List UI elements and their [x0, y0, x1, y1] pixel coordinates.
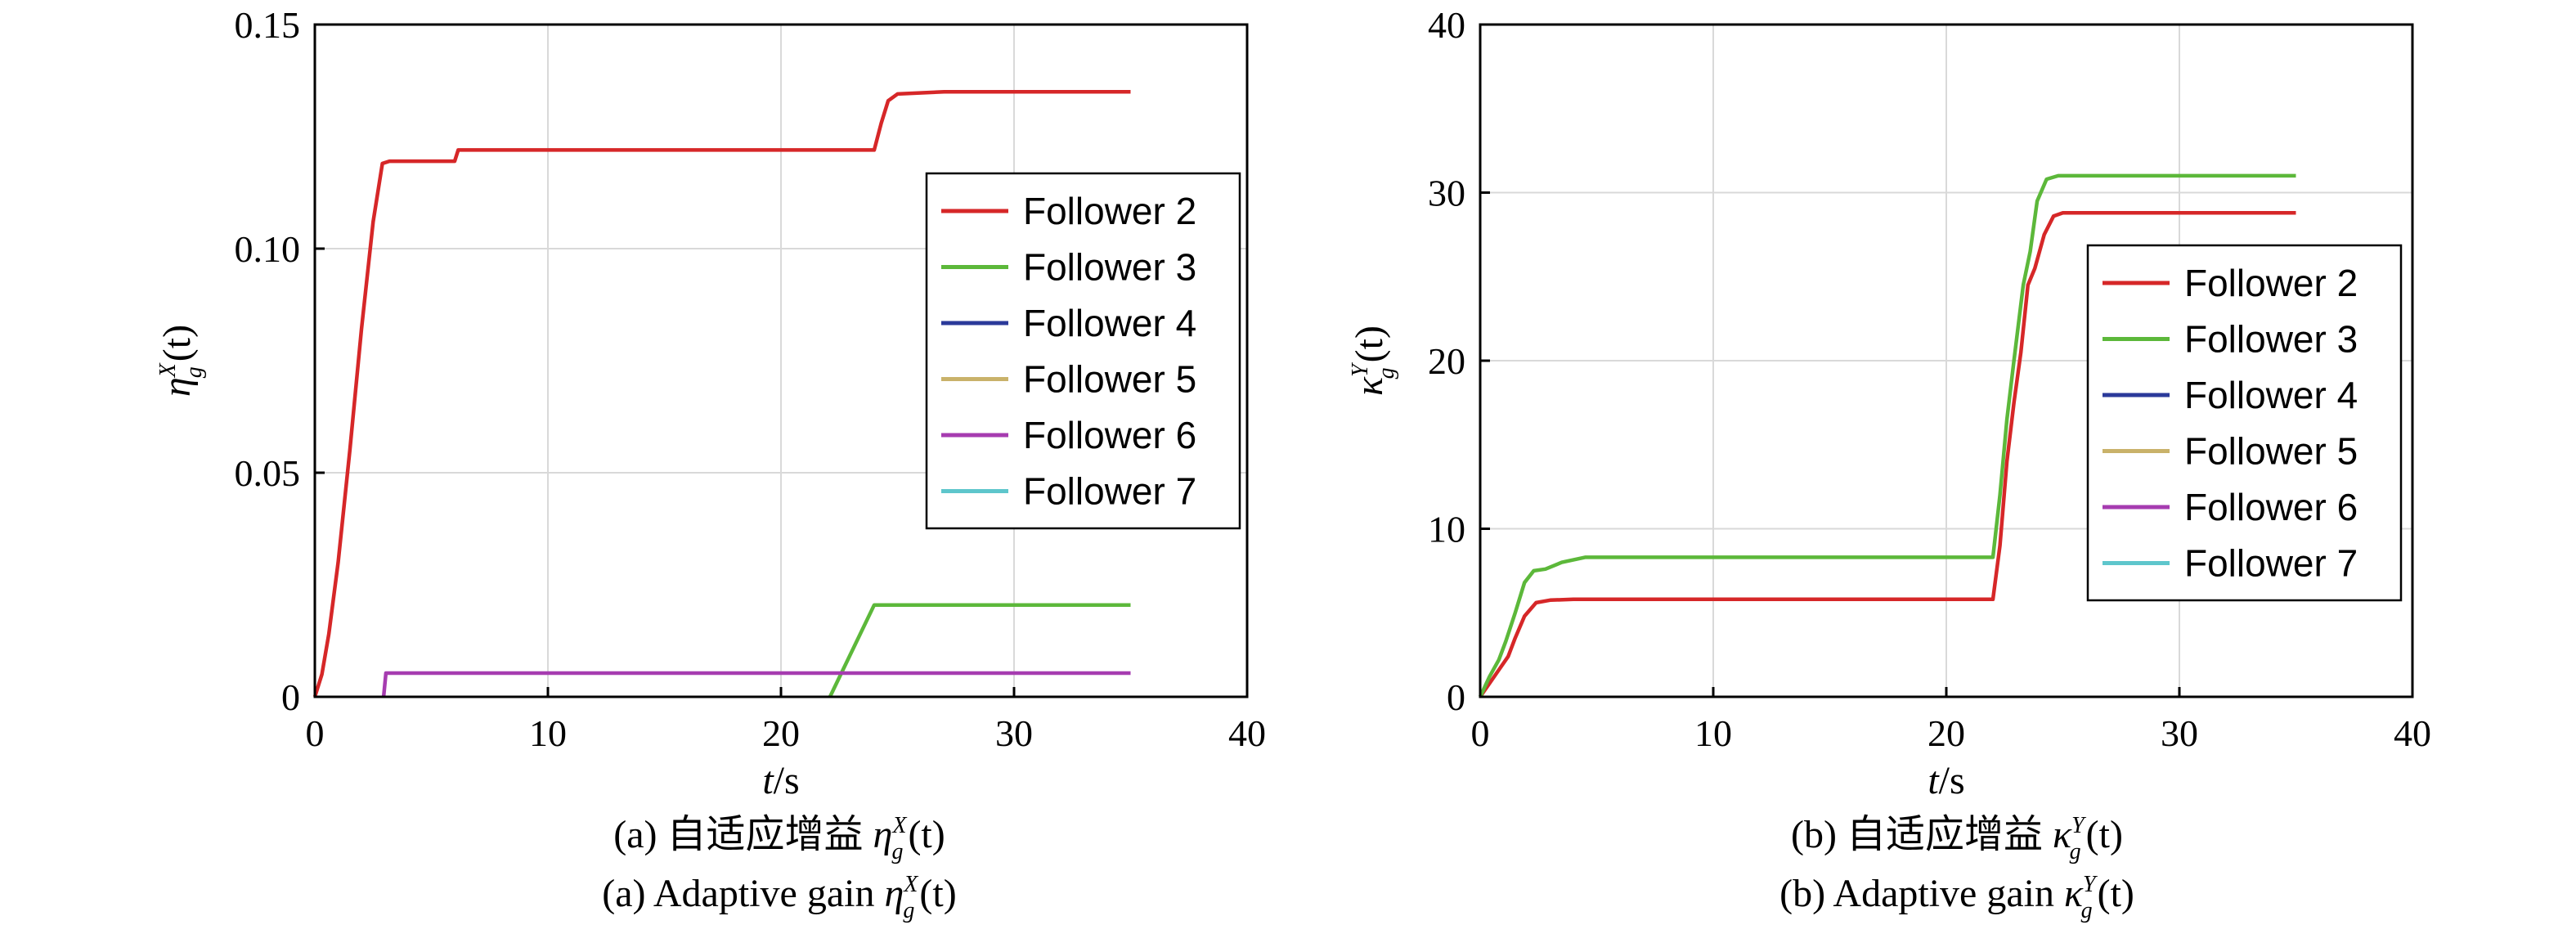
legend-label: Follower 3: [1023, 246, 1196, 289]
legend-label: Follower 2: [1023, 190, 1196, 232]
x-tick-label: 0: [306, 712, 325, 754]
x-tick-label: 20: [1928, 712, 1965, 754]
legend-label: Follower 7: [1023, 470, 1196, 513]
legend: Follower 2 Follower 3 Follower 4 Follower 5…: [925, 172, 1241, 530]
y-tick-label: 10: [1428, 509, 1465, 550]
caption-cn: (b) 自适应增益 κY g (t): [1791, 813, 2123, 864]
legend-box: [925, 172, 1241, 530]
legend-box: [2086, 244, 2403, 602]
x-tick-label: 40: [1228, 712, 1266, 754]
series-line-follower2: [312, 89, 1131, 698]
legend-label: Follower 6: [1023, 414, 1196, 456]
y-tick-label: 20: [1428, 340, 1465, 382]
x-axis-label: t/s: [762, 759, 799, 802]
x-axis-label: t/s: [1928, 759, 1964, 802]
y-tick-label: 0.10: [235, 228, 301, 270]
legend: Follower 2 Follower 3 Follower 4 Follower 5…: [2086, 244, 2403, 602]
caption-en: (b) Adaptive gain κY g (t): [1779, 872, 2134, 923]
series-line-follower3: [1478, 173, 2296, 698]
x-tick-label: 10: [529, 712, 567, 754]
x-tick-label: 10: [1694, 712, 1732, 754]
legend-label: Follower 5: [2184, 430, 2358, 473]
series-line-follower6: [381, 671, 1131, 698]
series-line-follower2: [1479, 210, 2296, 698]
y-tick-label: 0: [1447, 676, 1465, 718]
x-tick-label: 0: [1471, 712, 1490, 754]
y-tick-label: 30: [1428, 173, 1465, 214]
x-tick-label: 30: [995, 712, 1033, 754]
legend-label: Follower 7: [2184, 542, 2358, 585]
y-tick-label: 0.15: [235, 4, 301, 46]
chart-panel-a: 0 10 20 30 40 0 0.05 0.10 0.15 t/s ηXg(t) Follower …: [155, 4, 1266, 923]
series-line-follower3: [828, 603, 1131, 698]
legend-label: Follower 2: [2184, 262, 2358, 304]
y-axis-label: ηXg(t): [155, 325, 207, 397]
x-tick-label: 30: [2161, 712, 2198, 754]
legend-label: Follower 3: [2184, 318, 2358, 361]
caption-en: (a) Adaptive gain ηX g (t): [602, 872, 956, 923]
y-tick-label: 40: [1428, 4, 1465, 46]
legend-label: Follower 6: [2184, 486, 2358, 528]
x-tick-label: 40: [2394, 712, 2431, 754]
y-tick-label: 0: [281, 676, 300, 718]
y-axis-label: κYg(t): [1348, 326, 1399, 396]
legend-label: Follower 4: [2184, 374, 2358, 416]
y-tick-label: 0.05: [235, 452, 301, 494]
caption-cn: (a) 自适应增益 ηX g (t): [613, 813, 945, 864]
legend-label: Follower 5: [1023, 358, 1196, 401]
legend-label: Follower 4: [1023, 302, 1196, 344]
x-tick-label: 20: [762, 712, 800, 754]
